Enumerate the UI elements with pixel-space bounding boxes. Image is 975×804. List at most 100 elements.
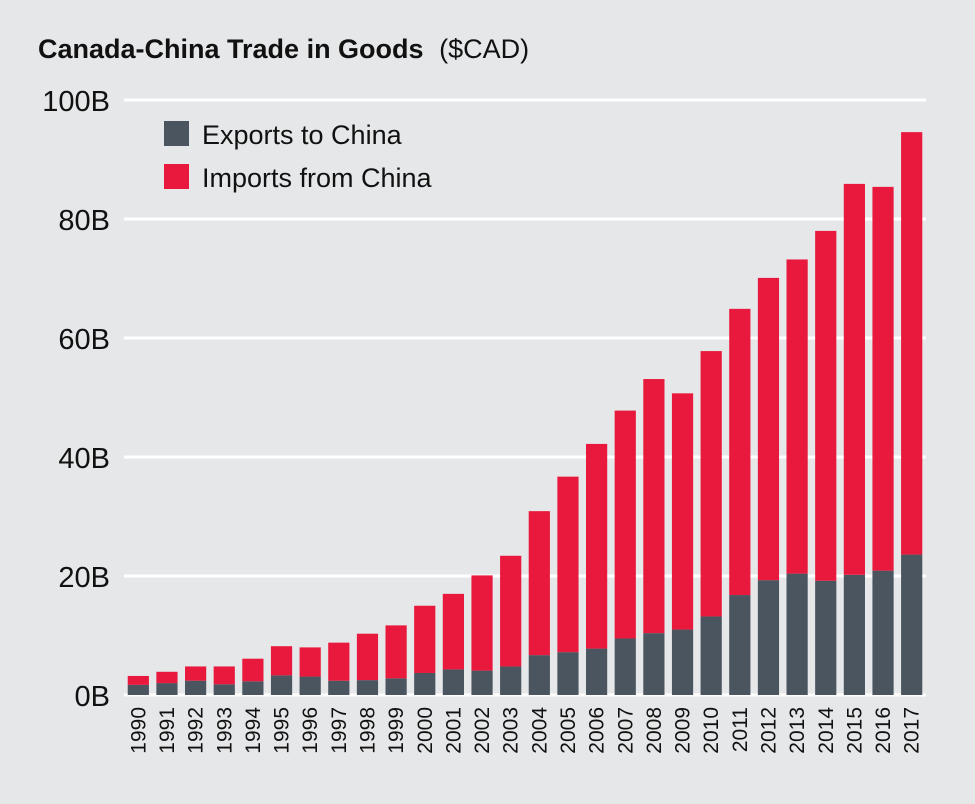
x-tick-label: 2017 — [901, 707, 924, 754]
x-tick-label: 2010 — [700, 707, 723, 754]
bar-imports-2015 — [843, 183, 865, 575]
bar-exports-2007 — [614, 638, 636, 695]
bar-exports-2017 — [901, 554, 923, 695]
bar-exports-1996 — [299, 676, 321, 695]
bar-exports-2002 — [471, 670, 493, 695]
bar-exports-2011 — [729, 595, 751, 695]
x-tick-label: 2008 — [643, 707, 666, 754]
bar-exports-2014 — [815, 580, 837, 695]
bar-imports-2008 — [643, 379, 665, 634]
x-tick-label: 2012 — [757, 707, 780, 754]
x-tick-label: 2009 — [672, 707, 695, 754]
x-tick-label: 2000 — [414, 707, 437, 754]
x-tick-label: 1990 — [127, 707, 150, 754]
legend: Exports to China Imports from China — [164, 120, 433, 193]
bar-exports-2010 — [700, 616, 722, 695]
x-tick-label: 2006 — [586, 707, 609, 754]
chart-title: Canada-China Trade in Goods ($CAD) — [38, 34, 529, 64]
x-tick-label: 2011 — [729, 707, 752, 752]
bar-imports-2003 — [500, 555, 522, 667]
bar-imports-1996 — [299, 647, 321, 677]
bar-exports-1993 — [213, 684, 235, 695]
x-tick-label: 1998 — [356, 707, 379, 754]
x-tick-label: 2015 — [843, 707, 866, 754]
x-axis-ticks: 1990 1991 1992 1993 1994 1995 1996 1997 1998 1999… — [127, 707, 923, 754]
x-tick-label: 2001 — [442, 707, 465, 754]
bar-exports-1991 — [156, 683, 178, 695]
bar-exports-2008 — [643, 633, 665, 695]
legend-label-imports: Imports from China — [202, 163, 433, 193]
bar-imports-2006 — [586, 443, 608, 649]
bar-imports-2010 — [700, 351, 722, 617]
bar-imports-1994 — [242, 658, 264, 682]
bar-imports-2009 — [671, 393, 694, 630]
bar-exports-1990 — [127, 684, 149, 695]
bar-imports-2012 — [757, 277, 780, 581]
bar-exports-1998 — [356, 680, 379, 695]
bar-exports-1992 — [185, 680, 207, 695]
bar-imports-2017 — [901, 132, 923, 555]
x-tick-label: 1993 — [213, 707, 236, 754]
x-tick-label: 2007 — [614, 707, 637, 754]
bar-exports-2004 — [528, 655, 550, 695]
x-tick-label: 1995 — [271, 707, 294, 754]
x-tick-label: 2004 — [528, 707, 551, 754]
x-tick-label: 2003 — [500, 707, 523, 754]
bar-exports-2012 — [757, 580, 780, 695]
bar-imports-2002 — [471, 575, 493, 671]
bar-imports-1995 — [270, 646, 293, 676]
y-tick-label: 80B — [58, 205, 110, 237]
bar-exports-2009 — [671, 629, 694, 695]
bar-exports-1997 — [328, 680, 350, 695]
chart-title-main: Canada-China Trade in Goods — [38, 34, 424, 64]
bar-imports-2004 — [528, 511, 550, 656]
x-tick-label: 1992 — [185, 707, 208, 754]
y-tick-label: 40B — [58, 443, 110, 475]
bar-imports-2005 — [557, 476, 579, 653]
bar-exports-2005 — [557, 652, 579, 695]
x-tick-label: 2005 — [557, 707, 580, 754]
bar-exports-2000 — [414, 672, 436, 695]
bar-exports-1995 — [270, 675, 293, 695]
legend-swatch-exports — [164, 121, 189, 146]
bars — [127, 132, 923, 695]
bar-imports-2016 — [872, 186, 894, 571]
bar-exports-2001 — [442, 669, 464, 695]
x-tick-label: 2014 — [815, 707, 838, 754]
bar-imports-1991 — [156, 671, 178, 684]
y-axis-ticks: 0B 20B 40B 60B 80B 100B — [42, 86, 110, 713]
bar-exports-1994 — [242, 681, 264, 695]
x-tick-label: 1997 — [328, 707, 351, 754]
y-tick-label: 20B — [58, 562, 110, 594]
bar-imports-1998 — [356, 633, 379, 681]
x-tick-label: 1996 — [299, 707, 322, 754]
bar-imports-1997 — [328, 642, 350, 681]
x-tick-label: 2016 — [872, 707, 895, 754]
bar-imports-2001 — [442, 593, 464, 670]
x-tick-label: 2002 — [471, 707, 494, 754]
bar-imports-2007 — [614, 410, 636, 639]
y-tick-label: 60B — [58, 324, 110, 356]
bar-imports-1992 — [185, 666, 207, 681]
legend-label-exports: Exports to China — [202, 120, 403, 150]
x-tick-label: 1999 — [385, 707, 408, 754]
bar-imports-1990 — [127, 675, 149, 685]
legend-swatch-imports — [164, 164, 189, 189]
y-tick-label: 0B — [75, 681, 110, 713]
x-tick-label: 2013 — [786, 707, 809, 754]
x-tick-label: 1991 — [156, 707, 179, 754]
bar-exports-2006 — [586, 648, 608, 695]
bar-imports-1999 — [385, 625, 407, 679]
bar-exports-2003 — [500, 666, 522, 695]
bar-exports-2015 — [843, 574, 865, 695]
bar-imports-2013 — [786, 259, 808, 574]
x-tick-label: 1994 — [242, 707, 265, 754]
bar-imports-1993 — [213, 666, 235, 685]
y-tick-label: 100B — [42, 86, 110, 118]
chart-title-suffix: ($CAD) — [439, 34, 529, 64]
bar-imports-2011 — [729, 308, 751, 596]
bar-imports-2000 — [414, 605, 436, 673]
bar-exports-1999 — [385, 678, 407, 695]
